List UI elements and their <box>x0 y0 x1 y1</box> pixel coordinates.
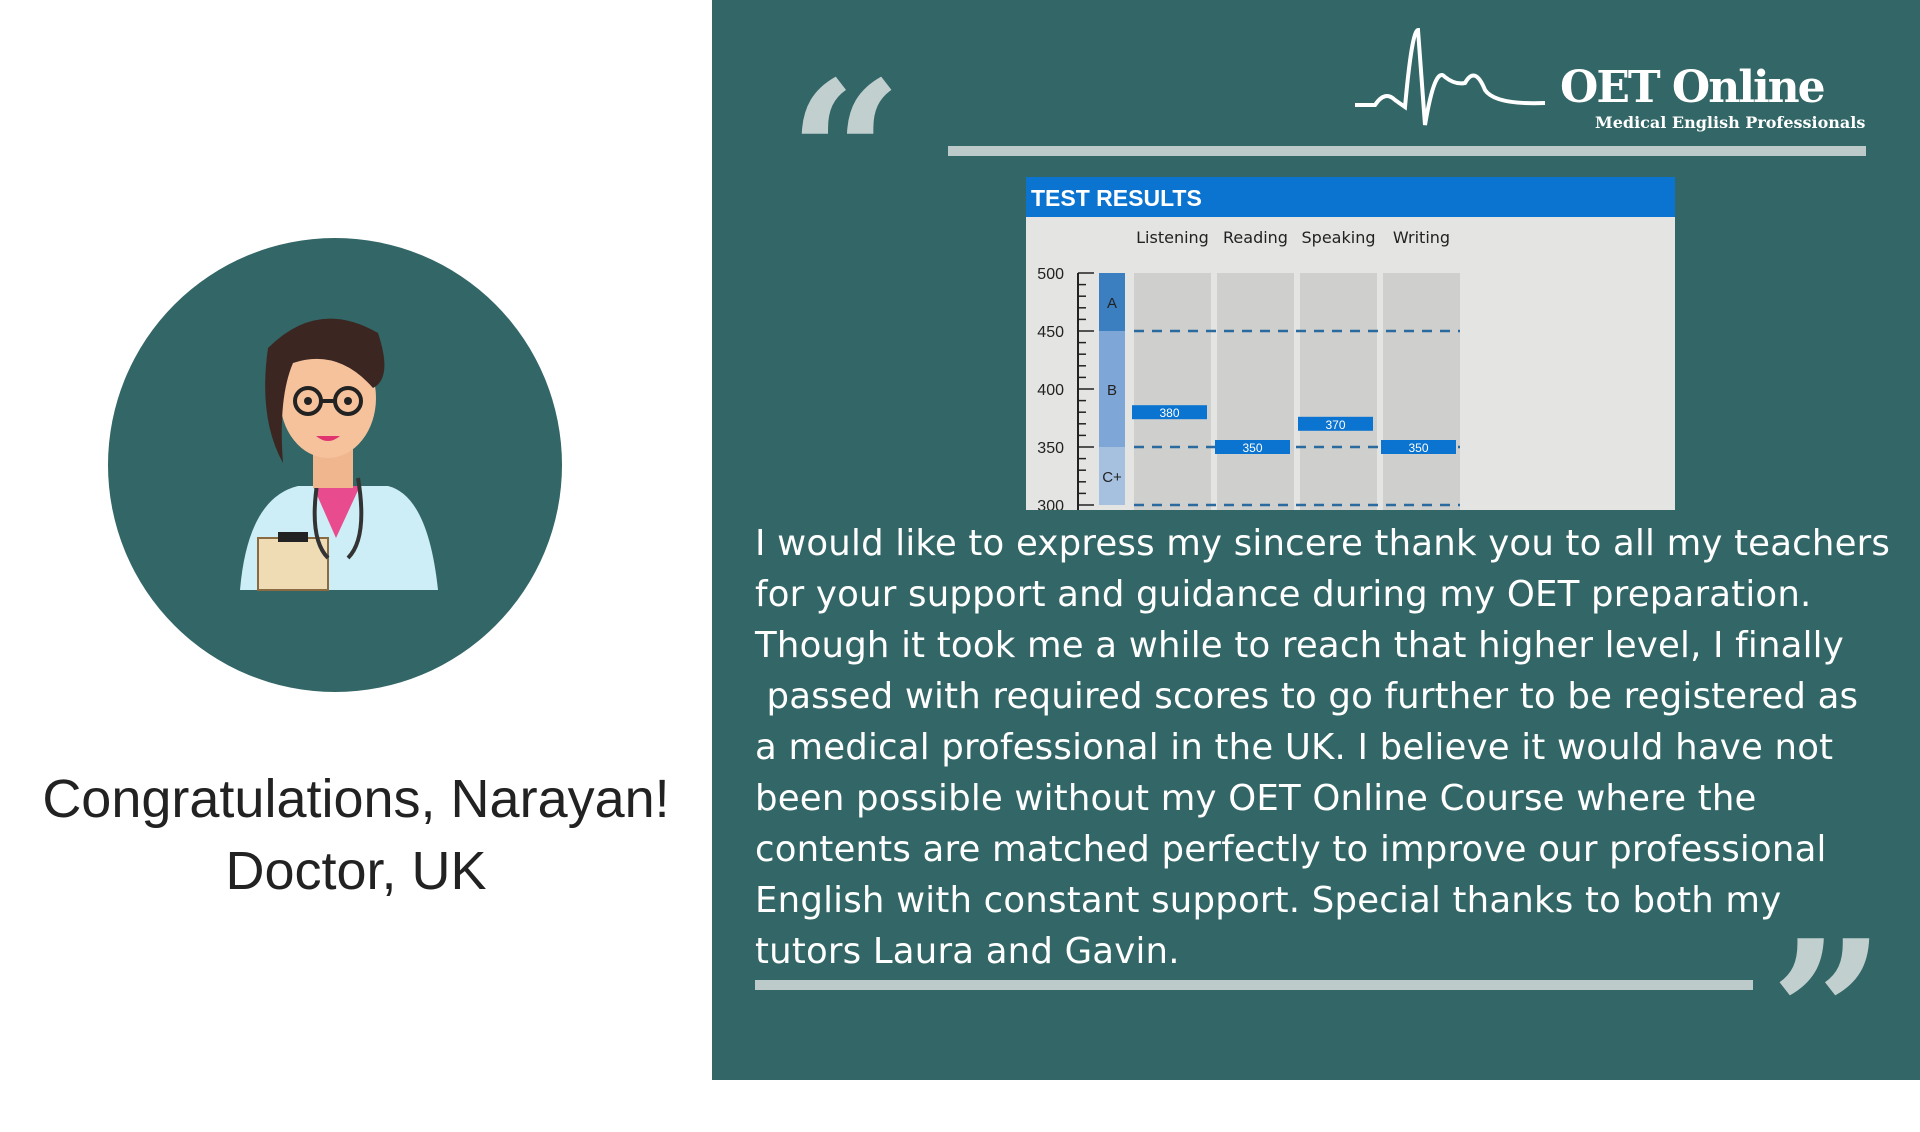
testimonial-line: contents are matched perfectly to improv… <box>755 829 1827 870</box>
category-label: Reading <box>1223 228 1288 247</box>
grade-band <box>1099 447 1125 505</box>
score-bar <box>1132 405 1207 420</box>
testimonial-line: been possible without my OET Online Cour… <box>755 778 1757 819</box>
close-quote-icon: ” <box>1770 897 1886 1132</box>
bottom-divider <box>755 980 1753 990</box>
chart-header <box>1026 177 1675 217</box>
test-results-chart: TEST RESULTS 500 450 400 350 300 A B C+ Listenin… <box>1026 177 1675 510</box>
testimonial-line: tutors Laura and Gavin. <box>755 931 1180 972</box>
score-label: 370 <box>1325 418 1345 432</box>
doctor-avatar <box>240 318 438 591</box>
avatar-circle <box>108 238 562 692</box>
score-bar <box>1298 416 1373 431</box>
category-label: Speaking <box>1302 228 1376 247</box>
testimonial-line: English with constant support. Special t… <box>755 880 1782 921</box>
testimonial-line: Though it took me a while to reach that … <box>755 625 1844 666</box>
y-tick-label: 300 <box>1037 498 1064 510</box>
grade-band-label: A <box>1107 295 1117 312</box>
category-column <box>1134 273 1211 510</box>
category-column <box>1383 273 1460 510</box>
top-divider <box>948 146 1866 156</box>
grade-band-label: B <box>1107 382 1117 399</box>
logo-title: OET Online <box>1560 62 1826 113</box>
congratulations-heading: Congratulations, Narayan! <box>42 769 670 829</box>
category-label: Listening <box>1136 228 1209 247</box>
left-panel: Congratulations, Narayan! Doctor, UK <box>0 0 712 1080</box>
role-label: Doctor, UK <box>225 841 487 901</box>
category-label: Writing <box>1393 228 1450 247</box>
testimonial-line: for your support and guidance during my … <box>755 574 1812 615</box>
testimonial-line: I would like to express my sincere thank… <box>755 523 1891 564</box>
grade-band <box>1099 331 1125 447</box>
chart-title: TEST RESULTS <box>1031 185 1202 211</box>
open-quote-icon: “ <box>788 38 904 273</box>
testimonial-line: a medical professional in the UK. I beli… <box>755 727 1834 768</box>
testimonial-line: passed with required scores to go furthe… <box>755 676 1859 717</box>
y-tick-label: 350 <box>1037 440 1064 457</box>
grade-band <box>1099 273 1125 331</box>
y-tick-label: 450 <box>1037 324 1064 341</box>
score-bar <box>1215 440 1290 454</box>
score-label: 350 <box>1408 441 1428 455</box>
y-tick-label: 500 <box>1037 266 1064 283</box>
score-bar <box>1381 440 1456 454</box>
heartbeat-logo-icon <box>1355 27 1546 126</box>
testimonial-text: I would like to express my sincere thank… <box>755 518 1890 977</box>
grade-band-label: C+ <box>1102 469 1122 486</box>
category-column <box>1217 273 1294 510</box>
category-column <box>1300 273 1377 510</box>
score-label: 350 <box>1242 441 1262 455</box>
logo-subtitle: Medical English Professionals <box>1595 113 1866 132</box>
y-tick-label: 400 <box>1037 382 1064 399</box>
score-label: 380 <box>1159 406 1179 420</box>
